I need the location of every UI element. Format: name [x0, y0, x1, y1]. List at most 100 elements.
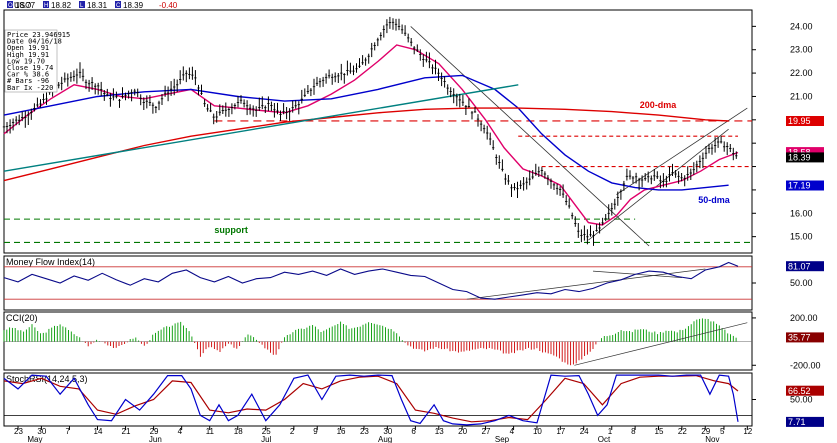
x-day-label: 29 [701, 427, 710, 436]
x-month-label: Jul [261, 435, 271, 443]
field-value: 18.77 [15, 1, 36, 10]
info-line: Bar Ix -220 [7, 84, 53, 92]
field-marker [7, 1, 13, 8]
y-tick-label: -200.00 [790, 360, 821, 370]
info-line: Date 04/16/18 [7, 38, 62, 46]
header-ticker: USO [14, 1, 31, 10]
channel-line [588, 128, 729, 241]
x-month-label: Sep [495, 435, 510, 443]
field-label: L [80, 3, 84, 9]
x-day-label: 30 [37, 427, 46, 436]
y-tick-label: 24.00 [790, 21, 813, 31]
field-marker [43, 1, 49, 8]
ohlc-readout: O 18.77 H 18.82 L 18.31 C 18.39 -0.40 [7, 1, 178, 10]
value-badge-text: 18.39 [788, 153, 811, 163]
annotation-label: support [214, 225, 248, 235]
info-line: Close 19.74 [7, 64, 53, 72]
field-label: C [116, 3, 121, 9]
value-badge-text: 17.19 [788, 181, 811, 191]
stoch-d-line [3, 374, 739, 423]
value-badge-text: 35.77 [788, 333, 811, 343]
field-value: -0.40 [159, 1, 178, 10]
x-day-label: 27 [482, 427, 491, 436]
x-day-label: 6 [411, 427, 416, 436]
header-bg [5, 11, 65, 17]
field-value: 18.39 [123, 1, 144, 10]
x-day-label: 4 [510, 427, 515, 436]
y-tick-label: 200.00 [790, 313, 818, 323]
x-day-label: 11 [206, 427, 215, 436]
value-badge-text: 18.58 [788, 147, 811, 157]
value-badge [786, 332, 824, 343]
info-line: Price 23.946915 [7, 31, 70, 39]
y-tick-label: 23.00 [790, 45, 813, 55]
field-label: O [8, 3, 13, 9]
x-month-label: Oct [598, 435, 611, 443]
x-month-label: Nov [705, 435, 719, 443]
x-day-label: 17 [556, 427, 565, 436]
panel-title: CCI(20) [6, 313, 38, 323]
series-line-ma200 [3, 107, 729, 182]
mfi-line [3, 261, 739, 300]
x-day-label: 20 [458, 427, 467, 436]
money-flow-panel: Money Flow Index(14) 50.00 81.07 [3, 255, 824, 311]
value-badge [786, 152, 824, 163]
annotation-label: 50-dma [698, 195, 731, 205]
x-day-label: 8 [631, 427, 636, 436]
info-line: High 19.91 [7, 51, 49, 59]
x-day-label: 21 [122, 427, 131, 436]
x-day-label: 2 [290, 427, 295, 436]
info-box-bg [4, 29, 58, 93]
info-line: Car % 38.6 [7, 71, 49, 79]
value-badge [786, 180, 824, 191]
x-month-label: Jun [149, 435, 162, 443]
x-day-label: 29 [150, 427, 159, 436]
value-badge [786, 261, 824, 272]
field-value: 18.31 [87, 1, 108, 10]
cci-panel: CCI(20) 200.00 -200.00 35.77 [3, 311, 824, 371]
x-day-label: 15 [655, 427, 664, 436]
field-label: H [44, 3, 48, 9]
x-day-label: 1 [608, 427, 613, 436]
x-day-label: 23 [14, 427, 23, 436]
value-badge [786, 416, 824, 427]
x-axis: 23 30 7 14 21 29 4 11 18 25 2 9 16 23 30 6 13 20 27 4 10 17 24… [14, 426, 753, 443]
value-badge-text: 66.52 [788, 386, 811, 396]
value-badge-text: 81.07 [788, 261, 811, 271]
x-day-label: 7 [65, 427, 70, 436]
x-day-label: 13 [435, 427, 444, 436]
x-day-label: 4 [178, 427, 183, 436]
field-value: 18.82 [51, 1, 72, 10]
x-month-label: May [27, 435, 42, 443]
info-line: Open 19.91 [7, 44, 49, 52]
y-tick-label: 50.00 [790, 278, 813, 288]
x-day-label: 30 [383, 427, 392, 436]
y-tick-label: 21.00 [790, 92, 813, 102]
stoch-k-line [3, 374, 739, 426]
x-day-label: 14 [94, 427, 103, 436]
y-tick-label: 16.00 [790, 208, 813, 218]
annotation-label: 200-dma [640, 100, 678, 110]
cci-trendline [574, 322, 748, 366]
x-day-label: 25 [262, 427, 271, 436]
x-day-label: 16 [337, 427, 346, 436]
x-day-label: 24 [580, 427, 589, 436]
x-day-label: 22 [678, 427, 687, 436]
field-marker [79, 1, 85, 8]
field-marker [115, 1, 121, 8]
value-badge [786, 147, 824, 158]
y-tick-label: 50.00 [790, 395, 813, 405]
x-day-label: 12 [743, 427, 752, 436]
series-line-trend [3, 84, 519, 172]
channel-line [410, 26, 650, 247]
value-badge [786, 116, 824, 126]
price-panel: 15.00 16.00 21.00 22.00 23.00 24.00 200-dma 50-… [2, 9, 824, 254]
info-line: # Bars -96 [7, 77, 49, 85]
value-badge [786, 385, 824, 396]
y-tick-label: 22.00 [790, 68, 813, 78]
x-day-label: 23 [360, 427, 369, 436]
value-badge-text: 7.71 [788, 417, 806, 427]
